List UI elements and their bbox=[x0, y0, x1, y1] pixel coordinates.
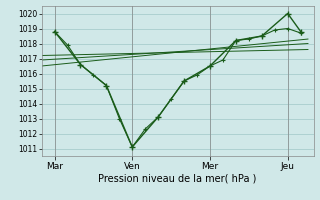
X-axis label: Pression niveau de la mer( hPa ): Pression niveau de la mer( hPa ) bbox=[99, 173, 257, 183]
